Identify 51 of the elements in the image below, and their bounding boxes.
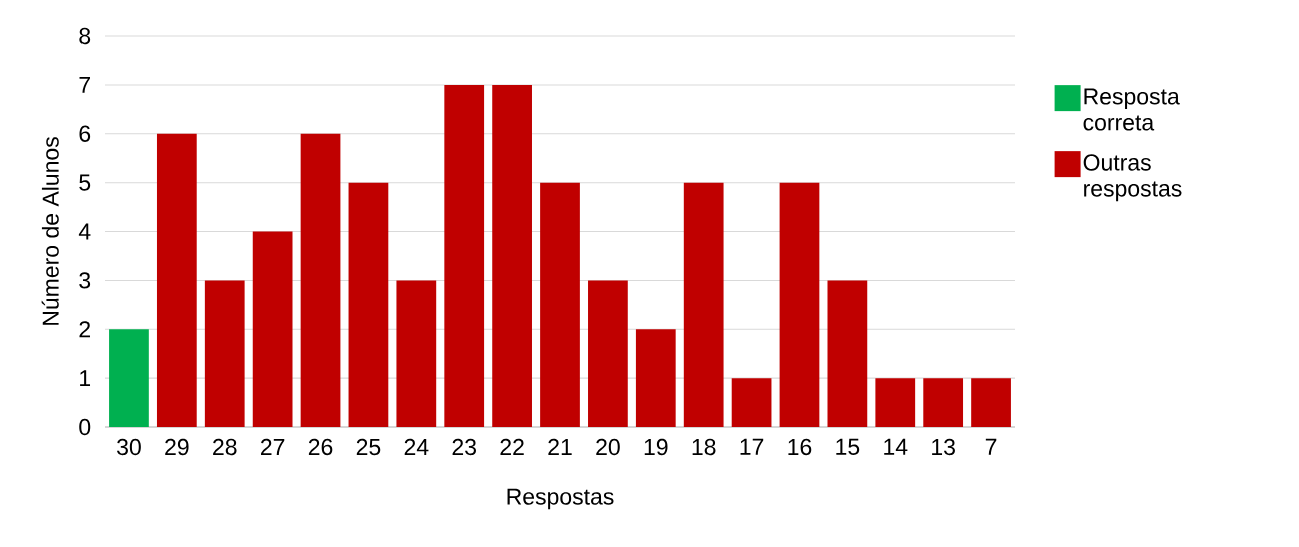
bar (731, 378, 772, 427)
y-tick-label: 4 (78, 223, 91, 240)
x-tick-label: 29 (165, 438, 189, 456)
x-tick-label: 21 (548, 438, 572, 455)
bar (875, 378, 916, 427)
bar (683, 182, 724, 427)
legend-label: Resposta correta (1083, 88, 1180, 131)
y-tick-label: 8 (79, 27, 91, 45)
x-tick-label: 14 (884, 438, 908, 455)
y-tick-label: 1 (80, 370, 91, 387)
x-tick-label: 26 (308, 438, 333, 456)
bar (252, 231, 293, 427)
legend-label: Outras respostas (1083, 154, 1182, 202)
y-tick-label: 3 (79, 272, 91, 289)
x-axis-title: Respostas (507, 488, 614, 510)
bar (635, 329, 676, 427)
x-tick-label: 22 (500, 438, 524, 455)
x-tick-label: 16 (788, 438, 812, 456)
y-tick-label: 6 (79, 125, 91, 142)
x-tick-label: 25 (356, 438, 381, 456)
bar (923, 378, 964, 427)
bar (540, 182, 580, 427)
x-tick-label: 23 (452, 438, 476, 456)
y-tick-label: 5 (79, 174, 91, 191)
bar (156, 133, 197, 427)
x-tick-label: 13 (932, 438, 955, 456)
bar (300, 133, 341, 427)
bar (396, 280, 437, 427)
x-tick-label: 17 (740, 438, 764, 455)
x-tick-label: 18 (692, 438, 716, 456)
x-tick-label: 7 (985, 438, 997, 455)
bar (444, 84, 485, 427)
x-tick-label: 20 (596, 438, 620, 456)
x-tick-label: 24 (404, 438, 429, 455)
bar (971, 378, 1011, 427)
bar (779, 182, 820, 427)
y-axis-title: Número de Alunos (41, 137, 59, 325)
x-tick-label: 28 (213, 438, 237, 456)
bar (204, 280, 245, 427)
bar (827, 280, 868, 427)
bar (348, 182, 389, 427)
x-tick-label: 27 (261, 438, 285, 455)
y-tick-label: 7 (79, 76, 90, 93)
x-tick-label: 15 (836, 438, 860, 455)
bar (588, 280, 628, 427)
bar (109, 329, 149, 427)
y-tick-label: 2 (79, 321, 90, 338)
bar (492, 84, 532, 427)
x-tick-label: 30 (117, 438, 141, 456)
y-tick-label: 0 (79, 418, 91, 436)
x-tick-label: 19 (644, 438, 668, 456)
